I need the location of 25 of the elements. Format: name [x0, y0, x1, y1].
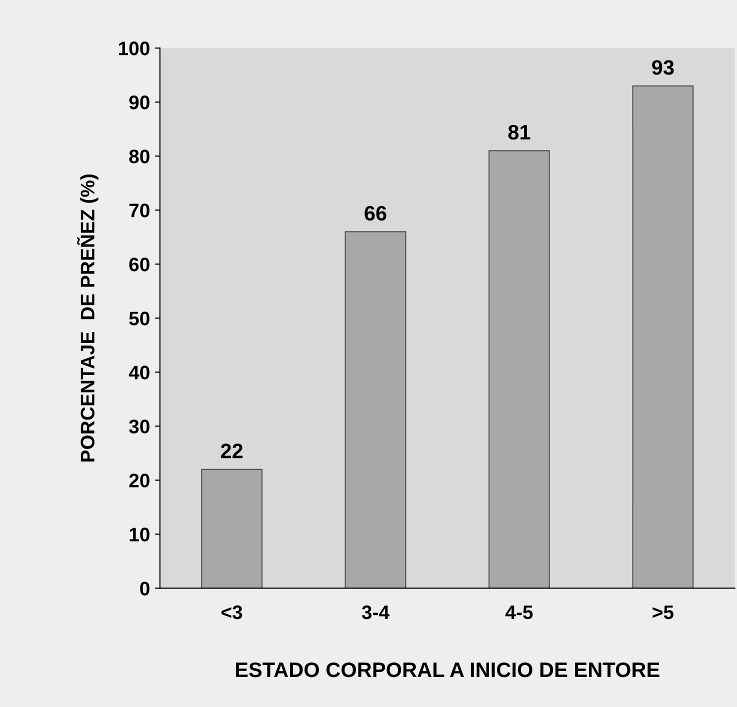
y-tick-label: 10: [130, 528, 150, 542]
bar: [488, 150, 550, 588]
bar: [632, 85, 694, 588]
x-tick-label: >5: [652, 606, 674, 620]
x-tick-label: 3-4: [362, 605, 390, 620]
x-tick-label: <3: [222, 605, 242, 620]
bar: [344, 231, 406, 588]
y-tick-label: 40: [128, 366, 150, 380]
y-axis-title: PORCENTAJE DE PREÑEZ (%): [76, 174, 98, 462]
bar: [201, 468, 263, 588]
y-tick-label: 90: [129, 96, 150, 110]
data-label: 93: [652, 60, 674, 75]
y-tick-label: 70: [129, 204, 150, 218]
data-label: 81: [508, 124, 530, 140]
data-label: 66: [364, 206, 386, 221]
data-label: 22: [220, 444, 243, 458]
x-tick-label: 4-5: [505, 606, 533, 620]
y-tick-label: 0: [140, 582, 150, 596]
y-tick-label: 20: [129, 474, 150, 488]
y-tick-label: 30: [129, 420, 150, 434]
x-axis-title: ESTADO CORPORAL A INICIO DE ENTORE: [236, 662, 660, 678]
y-tick-label: 80: [129, 150, 150, 164]
y-tick-label: 50: [129, 312, 150, 326]
y-tick-label: 60: [129, 258, 150, 272]
y-tick-label: 100: [118, 42, 150, 56]
